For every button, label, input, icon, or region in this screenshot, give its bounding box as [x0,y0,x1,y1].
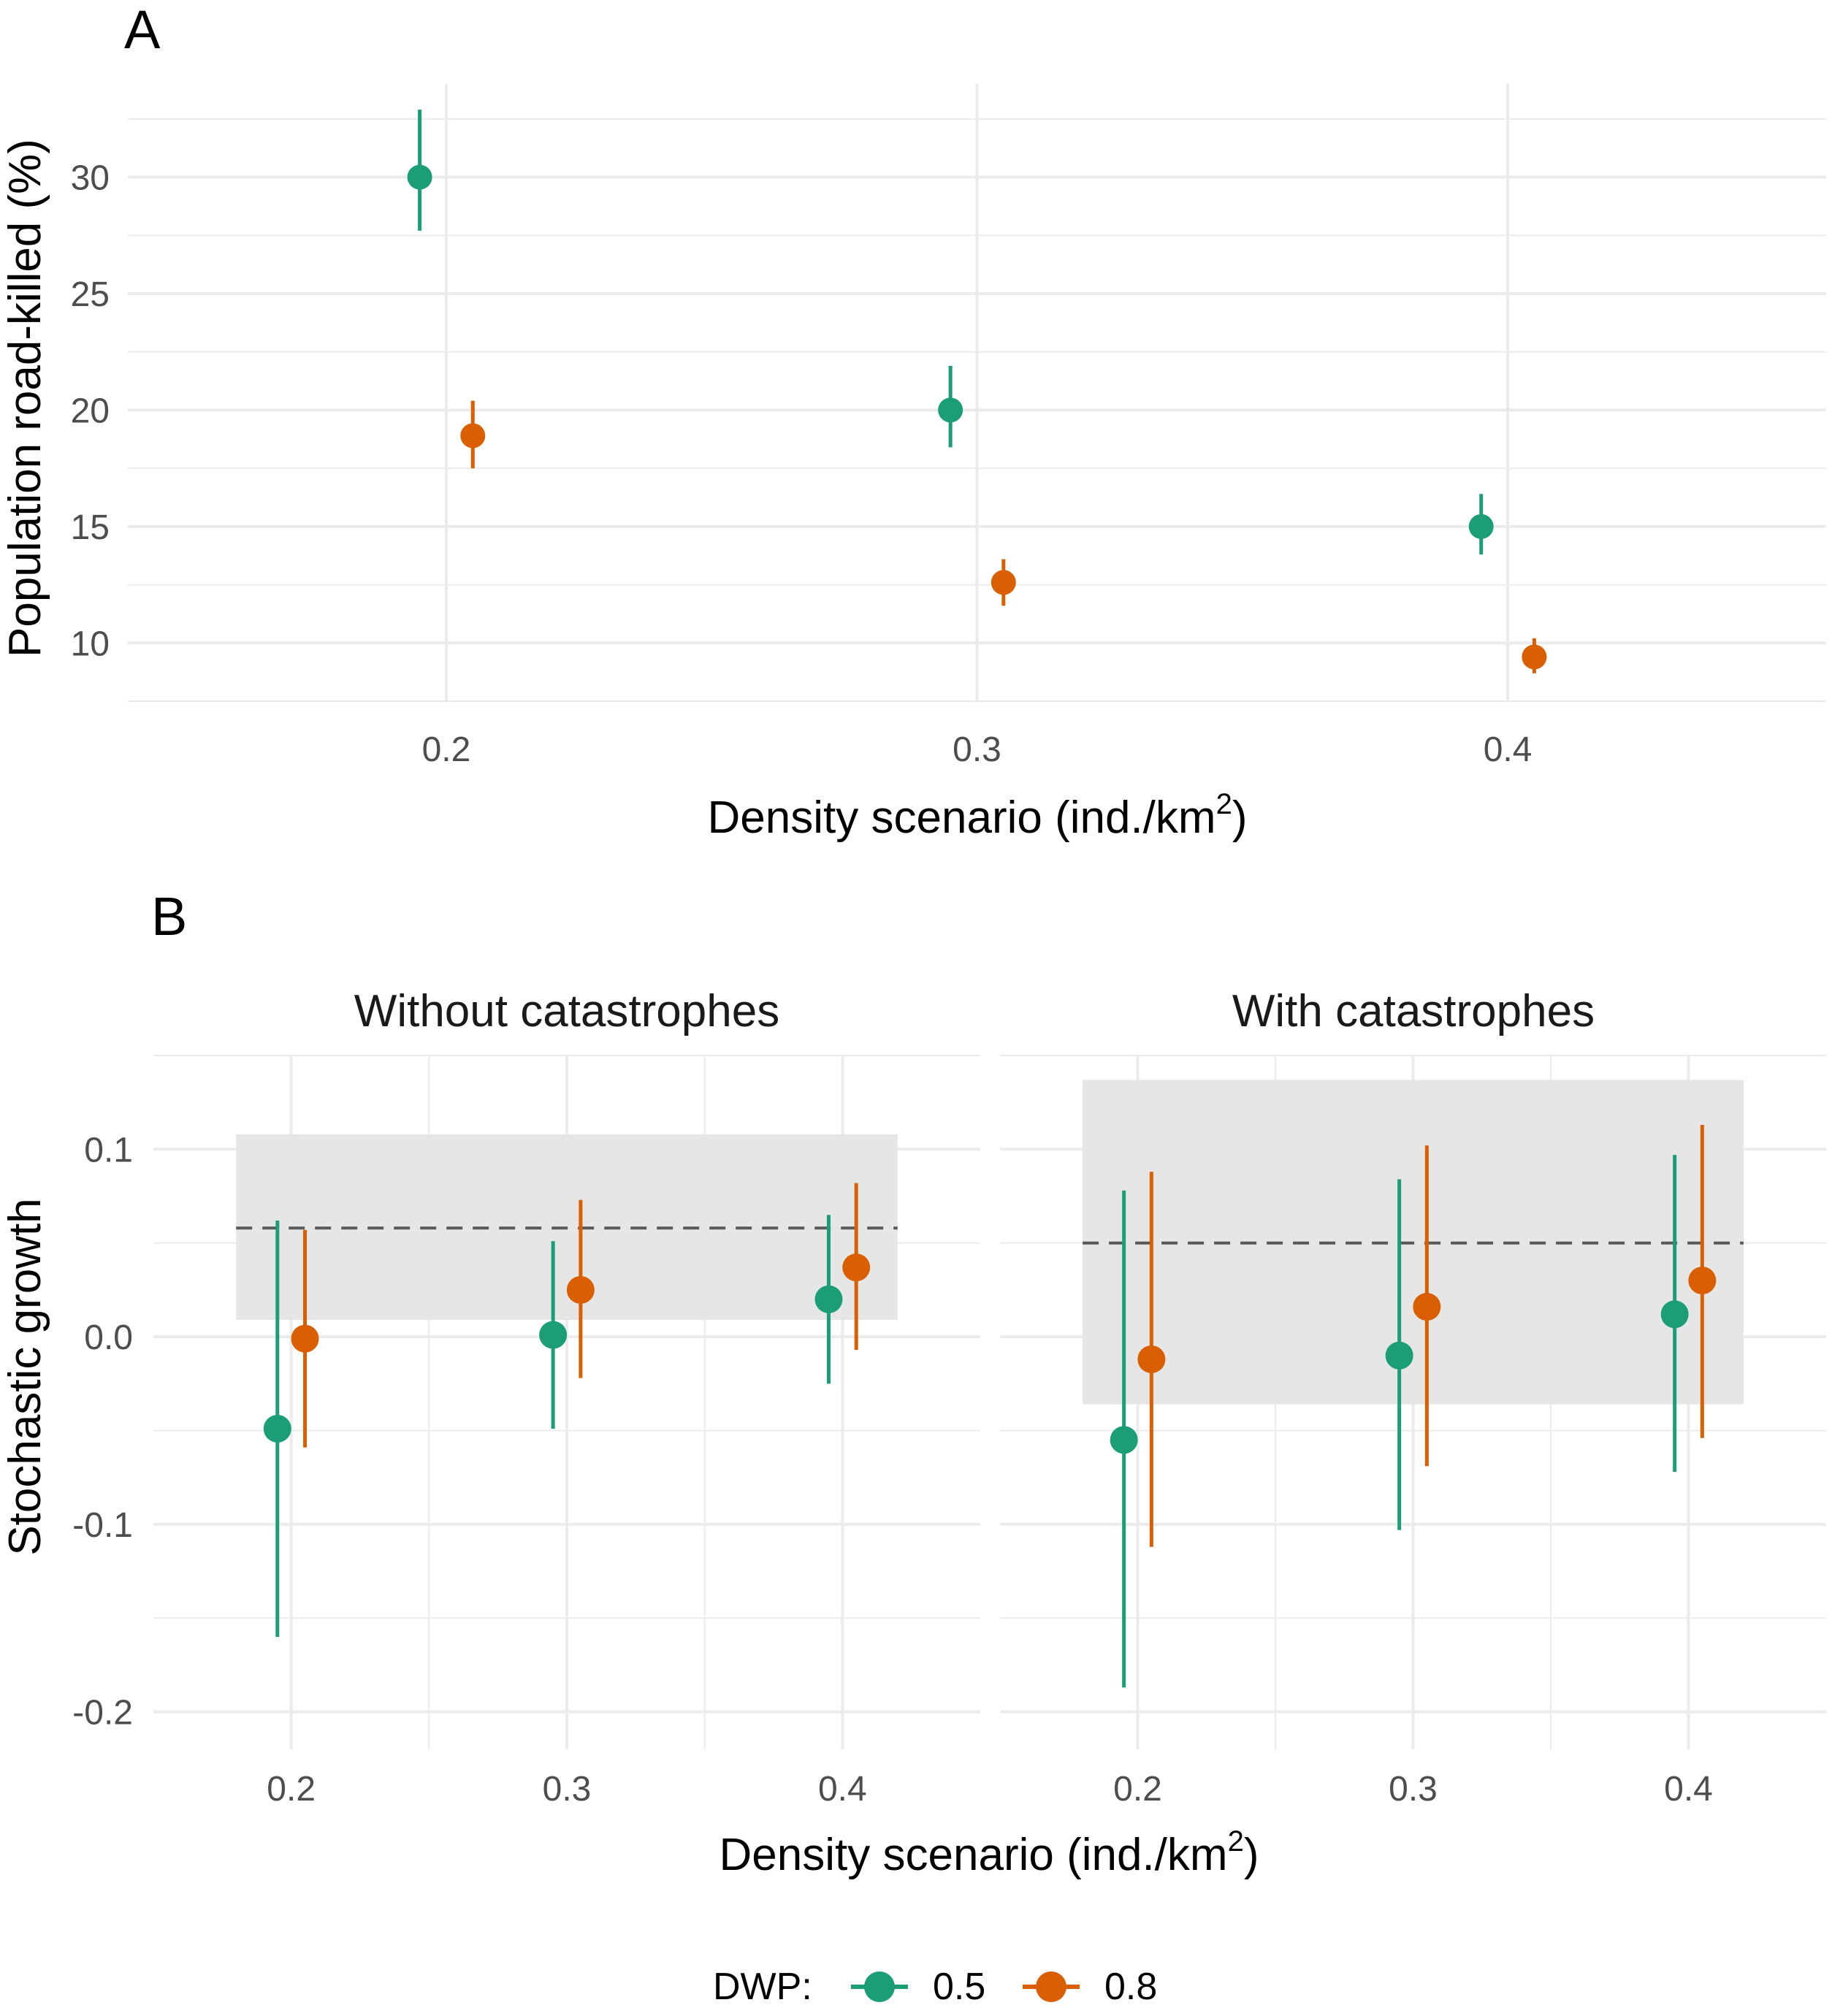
panel-a-y-ticks: 10 15 20 25 30 [71,159,110,664]
panel-b-y-ticks: -0.2 -0.1 0.0 0.1 [72,1131,133,1732]
legend-title: DWP: [713,1966,812,2008]
facet-without-catastrophes: 0.2 0.3 0.4 [153,1055,980,1809]
panel-b-tag: B [151,886,187,947]
facet-without-catastrophes-series-0-8-x0-2-point [291,1324,319,1353]
panel-a-series-0-5-x0-4-point [1468,513,1494,539]
legend-item-0-5: 0.5 [851,1966,985,2008]
panel-a-marks [407,110,1547,673]
panel-a-grid [128,84,1826,702]
panel-a-series-0-8-x0-3-point [991,570,1016,595]
facet-with-catastrophes-series-0-8-x0-4-point [1688,1267,1717,1295]
legend: DWP: 0.5 0.8 [713,1966,1157,2008]
facet-without-catastrophes-series-0-5-x0-4-point [814,1285,843,1313]
legend-label-0-8: 0.8 [1104,1966,1157,2008]
panel-b-x-axis-title: Density scenario (ind./km2) [720,1825,1259,1880]
facet-with-catastrophes: 0.2 0.3 0.4 [1000,1055,1826,1809]
panel-b-y-tick-label: -0.2 [72,1694,133,1733]
panel-a-series-0-5-x0-2-point [407,164,432,190]
panel-b-y-axis-title: Stochastic growth [0,1198,50,1555]
panel-a-x-tick-label: 0.4 [1484,730,1533,769]
panel-b: B Without catastrophes With catastrophes… [0,886,1826,1880]
legend-key-point-0-8 [1036,1971,1066,2002]
panel-a-x-axis-title: Density scenario (ind./km2) [708,788,1248,843]
panel-a-y-tick-label: 15 [71,508,110,547]
legend-key-point-0-5 [864,1971,895,2002]
panel-a-tag: A [124,0,161,60]
legend-item-0-8: 0.8 [1023,1966,1157,2008]
facet-with-catastrophes-x-tick-label: 0.4 [1664,1770,1713,1809]
facet-without-catastrophes-series-0-8-x0-4-point [842,1253,871,1282]
facet-without-catastrophes-x-tick-label: 0.4 [818,1770,867,1809]
legend-label-0-5: 0.5 [933,1966,985,2008]
facet-with-catastrophes-series-0-8-x0-3-point [1413,1293,1441,1321]
facet-without-catastrophes-x-tick-label: 0.2 [267,1770,316,1809]
panel-a-y-tick-label: 30 [71,159,110,198]
facet-title-with-catastrophes: With catastrophes [1232,986,1595,1036]
facet-with-catastrophes-x-tick-label: 0.3 [1389,1770,1438,1809]
facet-without-catastrophes-series-0-8-x0-3-point [566,1275,595,1304]
panel-a-series-0-5-x0-3-point [938,397,963,423]
facet-with-catastrophes-x-tick-label: 0.2 [1113,1770,1162,1809]
facet-title-without-catastrophes: Without catastrophes [354,986,779,1036]
panel-a-y-axis-title: Population road-killed (%) [0,139,50,657]
panel-b-y-tick-label: 0.1 [84,1131,133,1169]
panel-a-x-tick-label: 0.3 [953,730,1001,769]
facet-with-catastrophes-series-0-5-x0-2-point [1110,1426,1138,1454]
facet-with-catastrophes-series-0-5-x0-3-point [1385,1341,1413,1370]
panel-a-x-tick-label: 0.2 [422,730,471,769]
facet-without-catastrophes-series-0-5-x0-3-point [539,1321,568,1349]
panel-a-y-tick-label: 10 [71,625,110,663]
facet-without-catastrophes-x-tick-label: 0.3 [543,1770,592,1809]
facet-with-catastrophes-series-0-5-x0-4-point [1660,1300,1689,1329]
facet-with-catastrophes-series-0-8-x0-2-point [1137,1345,1166,1373]
panel-a-series-0-8-x0-2-point [460,423,486,448]
panel-b-y-tick-label: -0.1 [72,1506,133,1545]
panel-a-y-tick-label: 25 [71,275,110,314]
panel-a-series-0-8-x0-4-point [1522,644,1547,670]
panel-a: A 10 15 20 25 30 0.2 0.3 0.4 Density scenario … [0,0,1826,843]
panel-b-y-tick-label: 0.0 [84,1318,133,1357]
panel-a-x-ticks: 0.2 0.3 0.4 [422,730,1533,769]
facet-without-catastrophes-series-0-5-x0-2-point [263,1414,291,1443]
panel-a-y-tick-label: 20 [71,392,110,430]
